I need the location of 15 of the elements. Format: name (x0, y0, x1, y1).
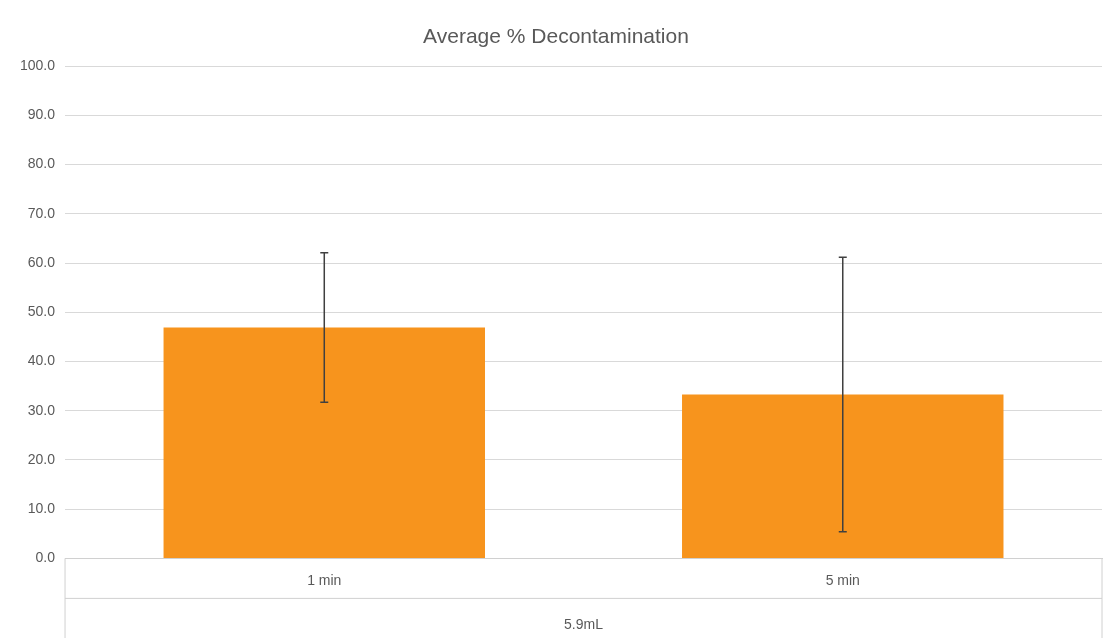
y-tick-label: 90.0 (27, 106, 56, 123)
x-tick-label: 1 min (307, 571, 342, 588)
x-axis-title: 5.9mL (564, 616, 604, 633)
y-tick-label: 0.0 (35, 549, 56, 566)
x-tick-label: 5 min (825, 571, 860, 588)
y-tick-label: 60.0 (27, 253, 56, 270)
y-tick-label: 30.0 (27, 401, 56, 418)
y-tick-label: 70.0 (27, 204, 56, 221)
y-tick-label: 100.0 (19, 57, 56, 74)
y-tick-label: 10.0 (27, 500, 56, 517)
y-tick-label: 40.0 (27, 352, 56, 369)
y-tick-label: 20.0 (27, 450, 56, 467)
y-tick-label: 50.0 (27, 303, 56, 320)
chart-title: Average % Decontamination (423, 24, 689, 48)
y-tick-label: 80.0 (27, 155, 56, 172)
